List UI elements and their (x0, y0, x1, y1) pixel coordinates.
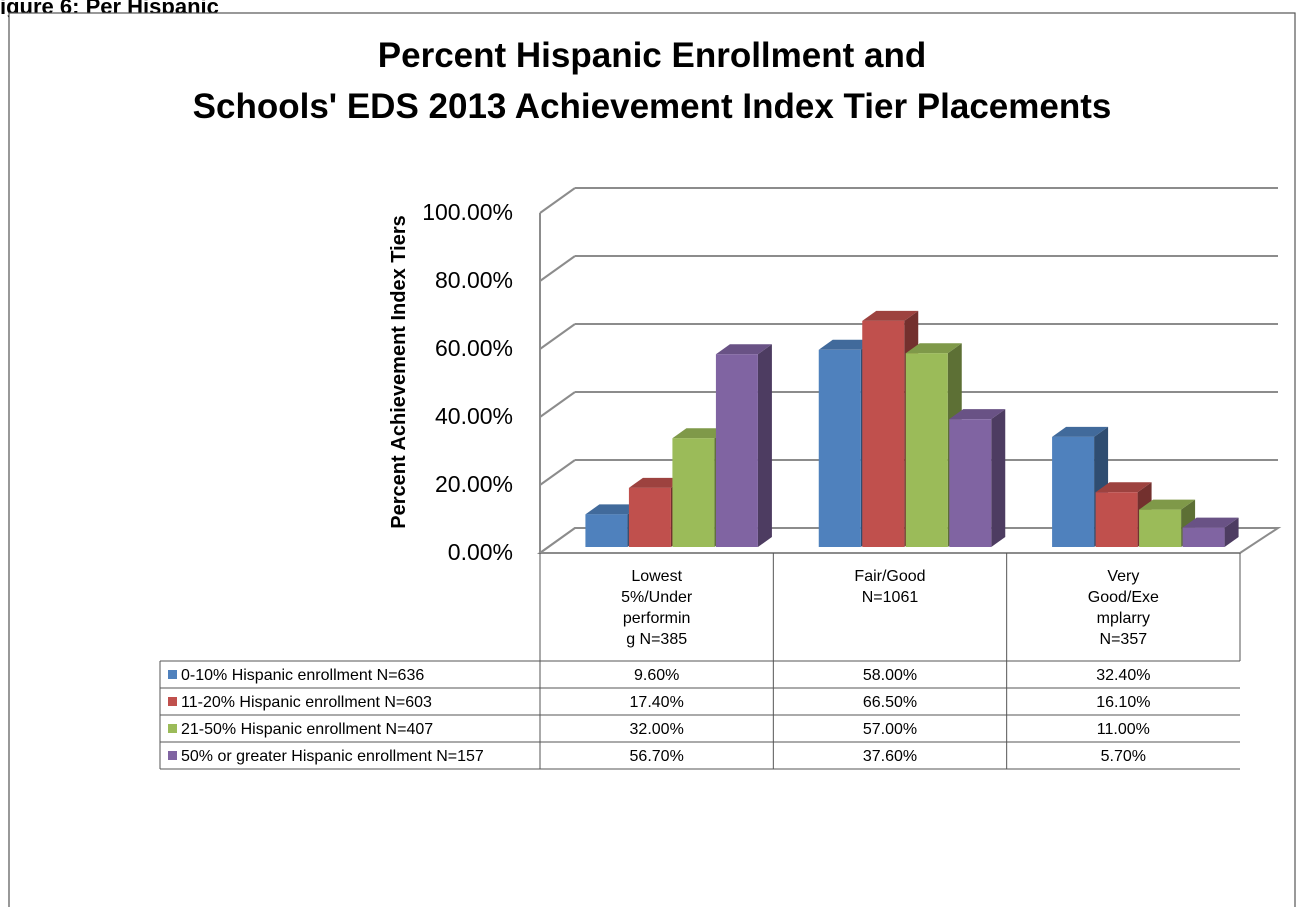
wall-gridline (539, 391, 576, 418)
bar (715, 354, 758, 547)
data-label: 11.00% (1097, 721, 1150, 738)
legend-swatch (168, 751, 177, 760)
bar-top (1052, 426, 1109, 437)
bar-side (991, 409, 1006, 547)
wall-gridline (539, 255, 576, 282)
bar (862, 320, 905, 547)
bar-side (757, 344, 772, 547)
y-tick-label: 20.00% (435, 471, 513, 497)
y-axis-title: Percent Achievement Index Tiers (388, 215, 410, 528)
category-label: Fair/Good (854, 568, 925, 585)
bar (1139, 509, 1182, 547)
legend-swatch (168, 697, 177, 706)
bars (585, 310, 1239, 547)
bar (1095, 492, 1138, 547)
y-tick-label: 60.00% (435, 335, 513, 361)
legend-label: 11-20% Hispanic enrollment N=603 (181, 694, 432, 711)
legend-swatch (168, 724, 177, 733)
category-label: 5%/Under (621, 589, 693, 606)
data-label: 66.50% (863, 694, 917, 711)
wall-gridline (539, 459, 576, 486)
legend-label: 50% or greater Hispanic enrollment N=157 (181, 748, 484, 765)
category-label: Very (1107, 568, 1139, 585)
data-label: 32.00% (630, 721, 684, 738)
data-table: Lowest 5%/Under performin g N=385 Fair/Good N… (159, 553, 1241, 770)
data-label: 32.40% (1096, 667, 1150, 684)
bar-top (585, 504, 642, 515)
category-label: N=1061 (862, 589, 919, 606)
bar (585, 514, 628, 547)
bar (628, 487, 671, 547)
category-label: mplarry (1097, 610, 1150, 627)
category-label: Good/Exe (1088, 589, 1159, 606)
data-label: 9.60% (634, 667, 679, 684)
data-label: 56.70% (630, 748, 684, 765)
data-label: 57.00% (863, 721, 917, 738)
bar-side (1224, 517, 1239, 547)
bar (949, 419, 992, 547)
bar (1182, 527, 1225, 547)
chart-title-line: Schools' EDS 2013 Achievement Index Tier… (193, 87, 1112, 126)
bar-top (862, 310, 919, 321)
chart-title-line: Percent Hispanic Enrollment and (378, 36, 926, 75)
category-label: Lowest (631, 568, 682, 585)
data-label: 5.70% (1101, 748, 1146, 765)
legend-label: 0-10% Hispanic enrollment N=636 (181, 667, 424, 684)
bar (672, 438, 715, 547)
wall-gridline (539, 187, 576, 214)
bar-top (905, 343, 962, 354)
bar-top (715, 344, 772, 355)
y-tick-label: 0.00% (448, 539, 513, 565)
wall-gridline (539, 323, 576, 350)
y-tick-label: 100.00% (422, 199, 513, 225)
bar-top (1182, 517, 1239, 528)
data-label: 58.00% (863, 667, 917, 684)
bar-top (818, 339, 875, 350)
bar-top (1095, 482, 1152, 493)
category-label: performin (623, 610, 691, 627)
y-axis-label: Percent Achievement Index Tiers (388, 215, 410, 528)
bar (905, 353, 948, 547)
legend-swatch (168, 670, 177, 679)
bar-top (949, 409, 1006, 420)
bar-top (1139, 499, 1196, 510)
data-label: 16.10% (1096, 694, 1150, 711)
data-label: 17.40% (630, 694, 684, 711)
y-tick-label: 80.00% (435, 267, 513, 293)
chart-title: Percent Hispanic Enrollment and Schools' … (193, 36, 1112, 126)
category-label: N=357 (1100, 631, 1148, 648)
bar (1052, 436, 1095, 547)
bar (818, 349, 861, 547)
bar-top (628, 477, 685, 488)
y-tick-label: 40.00% (435, 403, 513, 429)
y-axis-ticks: 0.00% 20.00% 40.00% 60.00% 80.00% 100.00% (422, 199, 513, 565)
data-label: 37.60% (863, 748, 917, 765)
legend-label: 21-50% Hispanic enrollment N=407 (181, 721, 433, 738)
bar-top (672, 428, 729, 439)
category-label: g N=385 (626, 631, 687, 648)
